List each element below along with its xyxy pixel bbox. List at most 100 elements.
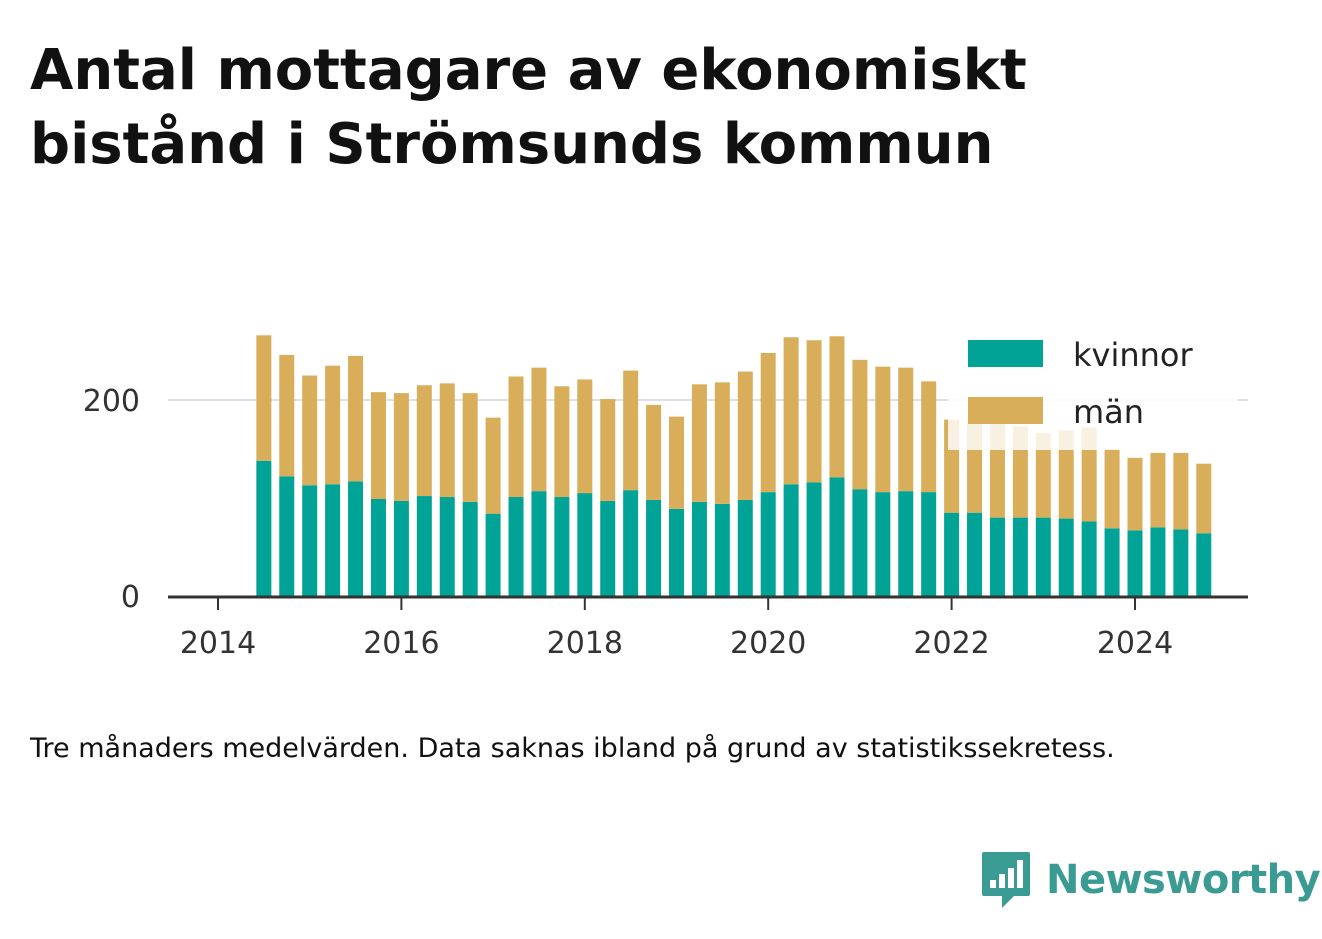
bar-kvinnor [714,503,730,596]
bar-kvinnor [737,499,753,596]
bar-kvinnor [898,491,914,596]
bar-man [669,416,684,509]
bar-kvinnor [393,500,409,596]
bar-kvinnor [783,484,799,596]
bar-kvinnor [600,500,616,596]
bar-kvinnor [944,512,960,596]
bar-kvinnor [1196,533,1212,596]
bar-man [348,355,364,482]
bar-kvinnor [462,501,478,596]
bar-kvinnor [1173,529,1189,596]
bar-man [325,365,341,485]
bar-kvinnor [554,497,570,596]
bar-man [393,393,409,501]
x-tick-label: 2014 [180,626,256,661]
bar-kvinnor [508,497,524,596]
bar-man [691,384,707,502]
bar-kvinnor [875,492,891,596]
axis-layer: 0 200 2014 2016 2018 2020 2022 2024 [83,384,1248,661]
bar-man [439,383,455,498]
bar-man [508,376,524,498]
bar-man [1196,463,1212,534]
bar-kvinnor [1035,517,1051,596]
bar-kvinnor [1150,527,1166,596]
bar-man [714,382,730,504]
bar-kvinnor [852,489,868,596]
x-tick-label: 2016 [363,626,439,661]
brand-logo: Newsworthy [980,850,1321,910]
bar-kvinnor [646,499,662,596]
legend-label: män [1073,393,1144,431]
bar-man [1058,430,1074,519]
bar-kvinnor [829,477,845,596]
bar-man [760,352,776,493]
bar-man [829,336,845,478]
bar-kvinnor [1058,518,1074,596]
bar-man [875,366,891,493]
legend-label: kvinnor [1073,336,1194,374]
bar-man [302,375,318,486]
bar-kvinnor [302,485,318,596]
legend-swatch [968,340,1043,367]
legend-swatch [968,397,1043,424]
brand-name: Newsworthy [1046,857,1321,903]
bar-kvinnor [691,501,707,596]
bar-man [462,393,478,502]
bar-kvinnor [1012,517,1028,596]
bar-kvinnor [370,498,386,596]
bar-man [600,399,616,501]
bar-man [1173,452,1189,530]
bar-kvinnor [348,481,364,596]
bar-man [1081,427,1097,522]
bar-kvinnor [669,508,684,596]
x-tick-label: 2020 [730,626,806,661]
bar-man [898,367,914,492]
bar-man [1035,433,1051,518]
bar-kvinnor [531,491,547,596]
bar-kvinnor [1081,521,1097,596]
bar-kvinnor [989,517,1005,596]
bar-man [279,354,295,477]
bar-kvinnor [416,496,432,596]
bar-kvinnor [279,476,295,596]
bar-man [806,340,822,483]
bar-man [577,379,593,494]
bar-kvinnor [760,492,776,596]
y-tick-label: 200 [83,384,140,419]
bar-man [554,386,570,498]
x-tick-label: 2018 [547,626,623,661]
bar-man [256,335,272,461]
footnote: Tre månaders medelvärden. Data saknas ib… [30,733,1115,764]
bar-kvinnor [1104,528,1120,596]
bar-man [623,370,639,491]
bar-man [485,417,501,514]
bar-man [370,392,386,499]
y-tick-label: 0 [121,580,140,615]
bar-man [783,337,799,485]
bar-man [646,404,662,500]
bar-man [921,381,937,493]
bar-kvinnor [577,493,593,596]
newsworthy-logo-icon [982,852,1030,908]
bar-kvinnor [921,492,937,596]
chart-title: Antal mottagare av ekonomiskt bistånd i … [30,38,1027,177]
bar-man [1150,452,1166,528]
bar-kvinnor [967,512,983,596]
bar-man [1104,449,1120,529]
bar-man [416,385,432,497]
bar-kvinnor [325,484,341,596]
bar-man [737,371,753,500]
bar-kvinnor [1127,530,1143,596]
x-tick-label: 2024 [1097,626,1173,661]
bar-kvinnor [806,482,822,596]
bar-kvinnor [256,460,272,596]
bar-man [1127,457,1143,531]
legend: kvinnor män [948,328,1238,450]
bar-man [531,367,547,492]
bar-kvinnor [623,490,639,596]
bar-kvinnor [439,497,455,596]
bar-kvinnor [485,513,501,596]
x-tick-label: 2022 [913,626,989,661]
bar-man [852,359,868,490]
